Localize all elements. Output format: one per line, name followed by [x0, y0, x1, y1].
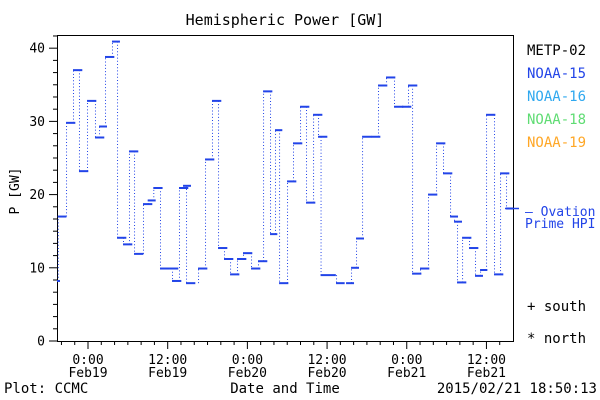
svg-text:Feb20: Feb20 [307, 366, 346, 381]
svg-text:12:00: 12:00 [148, 353, 187, 368]
ovation-line-1: – Ovation [525, 205, 596, 220]
svg-text:12:00: 12:00 [307, 353, 346, 368]
svg-text:Feb19: Feb19 [68, 366, 107, 381]
plot-source-label: Plot: CCMC [4, 381, 89, 397]
timestamp-label: 2015/02/21 18:50:13 [436, 381, 597, 397]
x-axis-title: Date and Time [230, 381, 340, 397]
svg-text:40: 40 [29, 42, 45, 57]
satellite-legend: METP-02 NOAA-15 NOAA-16 NOAA-18 NOAA-19 [527, 43, 586, 158]
svg-text:Feb19: Feb19 [148, 366, 187, 381]
svg-text:0:00: 0:00 [232, 353, 263, 368]
svg-text:Feb21: Feb21 [467, 366, 506, 381]
svg-text:Feb21: Feb21 [387, 366, 426, 381]
svg-text:0: 0 [37, 335, 45, 350]
svg-text:20: 20 [29, 188, 45, 203]
ovation-line-2: Prime HPI [525, 217, 596, 232]
chart-title: Hemispheric Power [GW] [185, 11, 385, 29]
ovation-prime-hpi-label: – Ovation Prime HPI [525, 205, 596, 232]
svg-text:12:00: 12:00 [467, 353, 506, 368]
svg-text:10: 10 [29, 261, 45, 276]
north-marker-label: * north [527, 331, 587, 347]
plot-frame [57, 35, 514, 342]
x-axis-tick-labels: 0:00Feb1912:00Feb190:00Feb2012:00Feb200:… [68, 353, 506, 381]
svg-text:0:00: 0:00 [72, 353, 103, 368]
legend-label-noaa-16: NOAA-16 [527, 89, 587, 105]
svg-text:0:00: 0:00 [391, 353, 422, 368]
legend-label-noaa-15: NOAA-15 [527, 66, 587, 82]
hemispheric-power-series [57, 40, 513, 285]
legend-label-noaa-19: NOAA-19 [527, 135, 587, 151]
y-axis-tick-labels: 0 10 20 30 40 [29, 42, 45, 350]
svg-text:Feb20: Feb20 [228, 366, 267, 381]
south-marker-label: + south [527, 299, 587, 315]
svg-text:30: 30 [29, 115, 45, 130]
y-axis-title: P [GW] [8, 167, 23, 215]
legend-label-metp-02: METP-02 [527, 43, 587, 59]
y-axis-ticks [49, 35, 57, 342]
x-axis-ticks [60, 341, 501, 349]
legend-label-noaa-18: NOAA-18 [527, 112, 587, 128]
